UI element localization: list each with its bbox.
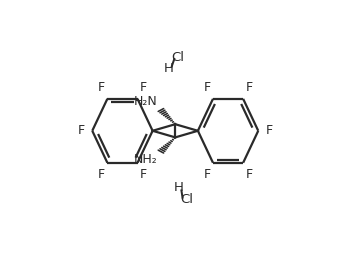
Text: NH₂: NH₂: [134, 153, 158, 166]
Text: F: F: [204, 81, 211, 94]
Text: H: H: [174, 181, 184, 194]
Text: Cl: Cl: [180, 193, 193, 206]
Text: F: F: [266, 124, 273, 137]
Text: F: F: [245, 168, 253, 181]
Text: F: F: [98, 81, 105, 94]
Text: F: F: [98, 168, 105, 181]
Text: H₂N: H₂N: [134, 96, 158, 109]
Text: F: F: [140, 168, 147, 181]
Text: F: F: [78, 124, 85, 137]
Text: H: H: [164, 62, 174, 75]
Text: F: F: [204, 168, 211, 181]
Text: F: F: [140, 81, 147, 94]
Text: Cl: Cl: [172, 51, 185, 63]
Text: F: F: [245, 81, 253, 94]
